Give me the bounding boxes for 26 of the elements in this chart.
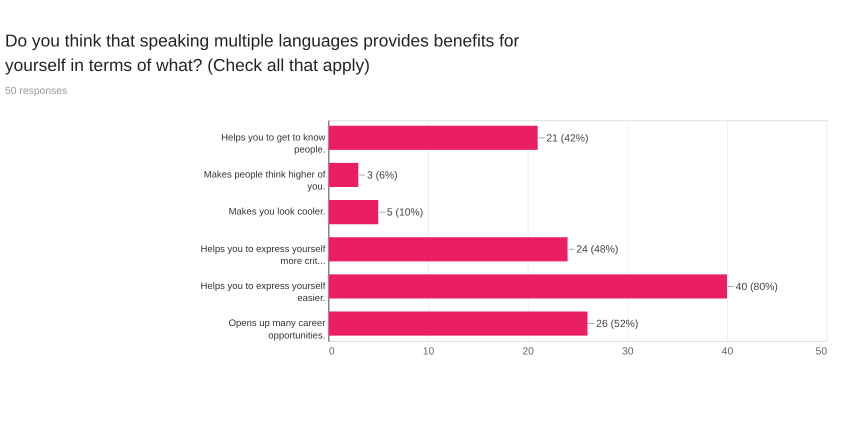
y-tick-label: Helps you to express yourself easier. — [200, 281, 326, 304]
bar — [328, 200, 378, 224]
chart-title: Do you think that speaking multiple languages provides benefits for yourself in terms of what? (Check all that apply) — [4, 30, 520, 75]
text: 50 responses — [4, 86, 68, 98]
bar — [328, 274, 728, 298]
bar — [328, 237, 568, 262]
data-label: 40 (80%) — [736, 282, 778, 293]
y-tick-label: Helps you to express yourself more crit... — [200, 244, 326, 267]
data-label: 26 (52%) — [596, 319, 638, 330]
data-label: 21 (42%) — [546, 133, 588, 144]
x-tick-label: 50 — [816, 346, 828, 358]
x-tick-label: 10 — [422, 346, 434, 358]
x-tick-label: 30 — [622, 346, 634, 358]
bar — [328, 162, 358, 188]
x-tick-label: 20 — [522, 346, 534, 358]
bar — [328, 311, 588, 336]
data-label: 5 (10%) — [386, 208, 424, 219]
y-tick-label: Opens up many career opportunities. — [228, 318, 326, 342]
x-tick-label: 0 — [328, 346, 335, 358]
data-label: 3 (6%) — [366, 170, 398, 182]
y-tick-label: Makes you look cooler. — [228, 206, 326, 218]
y-tick-label: Makes people think higher of you. — [204, 170, 326, 193]
y-tick-label: Helps you to get to know people. — [221, 132, 326, 156]
data-label: 24 (48%) — [576, 244, 618, 256]
x-tick-label: 40 — [722, 346, 734, 358]
bar — [328, 126, 538, 150]
